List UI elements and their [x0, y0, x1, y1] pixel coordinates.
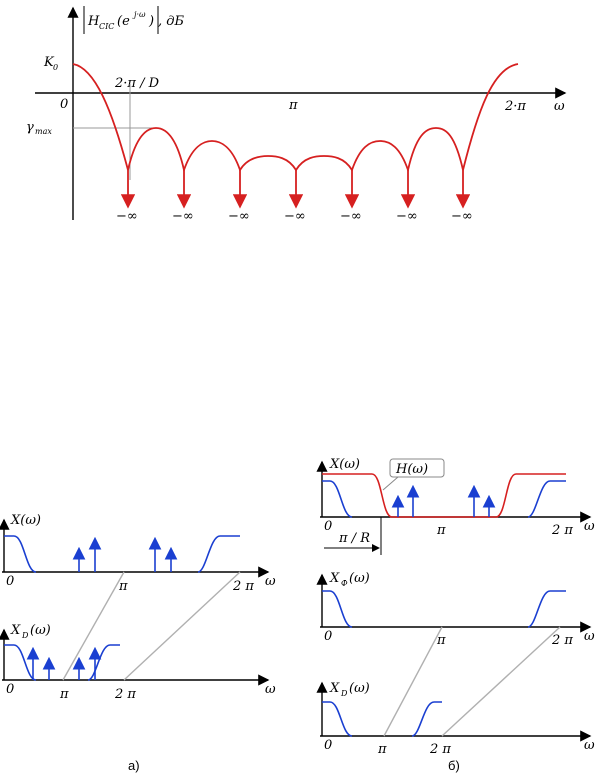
- mapping-link: [62, 571, 125, 681]
- zero-markers: −∞ −∞ −∞ −∞ −∞ −∞ −∞: [116, 170, 473, 224]
- panel-a-xd-pi: π: [59, 687, 69, 702]
- panel-a-caption: а): [128, 758, 140, 773]
- panel-a-x-omega: ω: [265, 574, 276, 589]
- minus-infinity-label: −∞: [172, 209, 194, 224]
- svg-text:D: D: [21, 631, 29, 640]
- k0-label: K 0: [43, 55, 58, 72]
- panel-b-x-pi: π: [436, 523, 446, 538]
- panel-b: X(ω) H(ω) 0 π 2 π ω π / R X Ф (ω) 0 π 2 …: [316, 457, 595, 773]
- panel-b-x-spectrum: [322, 480, 566, 518]
- svg-text:(ω): (ω): [30, 623, 51, 638]
- panel-a-x-label: X(ω): [10, 513, 41, 528]
- top-pi-label: π: [288, 98, 298, 113]
- svg-text:CIC: CIC: [99, 22, 114, 31]
- panel-a-x-2pi: 2 π: [232, 579, 254, 594]
- svg-text:H: H: [87, 14, 100, 29]
- panel-b-xd-label: X D (ω): [329, 681, 370, 698]
- svg-text:γ: γ: [26, 120, 34, 135]
- svg-text:(ω): (ω): [349, 681, 370, 696]
- minus-infinity-label: −∞: [116, 209, 138, 224]
- h-label-box: [389, 458, 445, 478]
- top-2pi-label: 2·π: [504, 99, 526, 114]
- panel-b-xf-pi: π: [436, 633, 446, 648]
- panel-a-x-pi: π: [118, 579, 128, 594]
- panel-b-xd-pi: π: [377, 742, 387, 757]
- first-zero-label: 2·π / D: [114, 76, 160, 91]
- mapping-link: [123, 571, 241, 681]
- svg-text:K: K: [43, 55, 55, 70]
- panel-a-xd-2pi: 2 π: [114, 687, 136, 702]
- svg-text:j·ω: j·ω: [132, 10, 146, 19]
- minus-infinity-label: −∞: [284, 209, 306, 224]
- panel-b-xf-spectrum: [322, 590, 566, 628]
- svg-text:X: X: [329, 681, 340, 696]
- panel-a-x-origin: 0: [6, 574, 14, 589]
- panel-a-x-spectrum: [4, 535, 240, 573]
- h-label-pointer: [382, 476, 399, 491]
- panel-b-xd-2pi: 2 π: [429, 742, 451, 757]
- filter-response: [322, 473, 566, 518]
- panel-b-xf-origin: 0: [324, 629, 332, 644]
- gamma-max-label: γ max: [26, 120, 52, 136]
- cic-response-plot: H CIC (e j·ω ) , дБ K 0 0 2·π / D π 2·π …: [26, 6, 567, 224]
- svg-text:D: D: [340, 689, 348, 698]
- minus-infinity-label: −∞: [396, 209, 418, 224]
- svg-text:, дБ: , дБ: [158, 14, 185, 29]
- panel-b-xf-omega: ω: [584, 629, 595, 644]
- cutoff-label: π / R: [338, 531, 370, 546]
- panel-a: X(ω) 0 π 2 π ω X D (ω) 0 π 2 π ω а): [0, 513, 276, 773]
- mapping-link: [383, 626, 443, 737]
- panel-b-xd-origin: 0: [324, 738, 332, 753]
- minus-infinity-label: −∞: [228, 209, 250, 224]
- panel-b-xd-spectrum: [322, 701, 442, 737]
- panel-a-xd-spectrum: [4, 644, 120, 681]
- svg-text:Ф: Ф: [341, 579, 348, 588]
- panel-b-xd-omega: ω: [584, 738, 595, 753]
- panel-b-xf-label: X Ф (ω): [329, 571, 370, 588]
- top-origin-label: 0: [60, 97, 68, 112]
- panel-b-caption: б): [448, 758, 460, 773]
- top-y-label: H CIC (e j·ω ) , дБ: [83, 6, 185, 34]
- panel-b-x-omega: ω: [584, 519, 595, 534]
- panel-b-xf-2pi: 2 π: [551, 633, 573, 648]
- svg-text:(ω): (ω): [349, 571, 370, 586]
- h-label: H(ω): [395, 462, 428, 477]
- panel-b-x-2pi: 2 π: [551, 523, 573, 538]
- panel-a-xd-label: X D (ω): [10, 623, 51, 640]
- minus-infinity-label: −∞: [340, 209, 362, 224]
- top-omega-label: ω: [554, 99, 565, 114]
- panel-a-xd-omega: ω: [265, 682, 276, 697]
- panel-b-x-origin: 0: [324, 519, 332, 534]
- svg-text:X: X: [329, 571, 340, 586]
- svg-text:X: X: [10, 623, 21, 638]
- svg-text:0: 0: [53, 63, 58, 72]
- panel-b-x-label: X(ω): [329, 457, 360, 472]
- svg-text:(e: (e: [117, 14, 130, 29]
- panel-a-xd-origin: 0: [6, 682, 14, 697]
- mapping-link: [441, 626, 561, 737]
- minus-infinity-label: −∞: [451, 209, 473, 224]
- svg-text:max: max: [35, 127, 52, 136]
- svg-text:): ): [148, 14, 154, 29]
